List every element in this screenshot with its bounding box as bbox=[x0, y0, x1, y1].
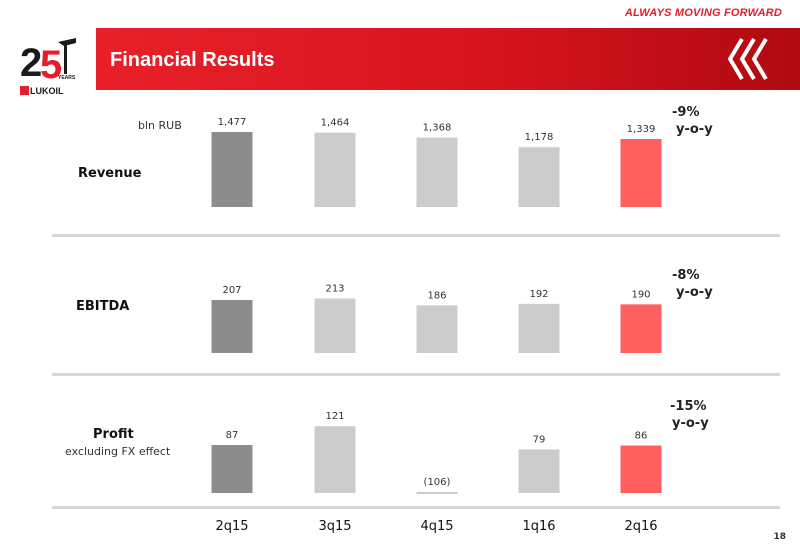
profit-bar bbox=[211, 445, 253, 493]
profit-value-label: 87 bbox=[226, 430, 239, 441]
revenue-bar bbox=[518, 147, 560, 207]
ebitda-value-label: 186 bbox=[427, 290, 446, 301]
x-tick-label: 2q16 bbox=[624, 519, 657, 534]
ebitda-yoy: -8% y-o-y bbox=[672, 267, 732, 301]
ebitda-label: EBITDA bbox=[76, 299, 130, 314]
profit-yoy-value: -15% bbox=[670, 399, 707, 414]
lukoil-25-years-logo: 2 5 YEARS LUKOIL bbox=[18, 34, 78, 102]
logo-wordmark: LUKOIL bbox=[30, 86, 64, 96]
profit-yoy: -15% y-o-y bbox=[670, 398, 730, 432]
profit-value-label: 79 bbox=[533, 434, 546, 445]
profit-yoy-suffix: y-o-y bbox=[672, 416, 709, 431]
tagline: ALWAYS MOVING FORWARD bbox=[624, 7, 782, 19]
divider bbox=[52, 373, 780, 376]
chevrons-icon bbox=[728, 37, 768, 81]
logo-years-text: YEARS bbox=[58, 75, 76, 81]
revenue-yoy-suffix: y-o-y bbox=[676, 122, 713, 137]
revenue-yoy-value: -9% bbox=[672, 105, 700, 120]
x-tick-label: 2q15 bbox=[215, 519, 248, 534]
x-tick-label: 1q16 bbox=[522, 519, 555, 534]
ebitda-value-label: 207 bbox=[222, 285, 241, 296]
revenue-yoy: -9% y-o-y bbox=[672, 104, 732, 138]
ebitda-bar bbox=[314, 298, 356, 353]
ebitda-bar bbox=[211, 300, 253, 353]
revenue-bar bbox=[314, 132, 356, 207]
divider bbox=[52, 234, 780, 237]
svg-text:2: 2 bbox=[20, 41, 42, 85]
revenue-value-label: 1,464 bbox=[321, 118, 350, 129]
ebitda-value-label: 190 bbox=[631, 289, 650, 300]
revenue-bar bbox=[416, 137, 458, 207]
divider bbox=[52, 506, 780, 509]
revenue-bar bbox=[211, 132, 253, 207]
ebitda-yoy-value: -8% bbox=[672, 268, 700, 283]
profit-label: Profit bbox=[93, 427, 134, 442]
page-title: Financial Results bbox=[110, 49, 275, 71]
page-number: 18 bbox=[773, 532, 786, 542]
profit-sublabel: excluding FX effect bbox=[65, 445, 171, 458]
revenue-bar bbox=[620, 139, 662, 207]
revenue-value-label: 1,339 bbox=[627, 124, 656, 135]
svg-text:5: 5 bbox=[40, 43, 62, 87]
revenue-value-label: 1,178 bbox=[525, 132, 554, 143]
revenue-value-label: 1,477 bbox=[218, 117, 247, 128]
header-bar: Financial Results bbox=[96, 28, 800, 90]
x-tick-label: 3q15 bbox=[318, 519, 351, 534]
ebitda-value-label: 192 bbox=[529, 289, 548, 300]
profit-value-label: 121 bbox=[325, 411, 344, 422]
unit-label: bln RUB bbox=[138, 119, 182, 132]
profit-bar bbox=[620, 445, 662, 493]
ebitda-value-label: 213 bbox=[325, 283, 344, 294]
profit-bar bbox=[416, 492, 458, 494]
ebitda-bar bbox=[620, 304, 662, 353]
profit-value-label: 86 bbox=[635, 431, 648, 442]
x-tick-label: 4q15 bbox=[420, 519, 453, 534]
ebitda-bar bbox=[416, 305, 458, 353]
profit-bar bbox=[314, 426, 356, 493]
profit-bar bbox=[518, 449, 560, 493]
profit-value-label: (106) bbox=[424, 477, 451, 488]
revenue-label: Revenue bbox=[78, 166, 142, 181]
ebitda-bar bbox=[518, 303, 560, 353]
ebitda-yoy-suffix: y-o-y bbox=[676, 285, 713, 300]
revenue-value-label: 1,368 bbox=[423, 123, 452, 134]
